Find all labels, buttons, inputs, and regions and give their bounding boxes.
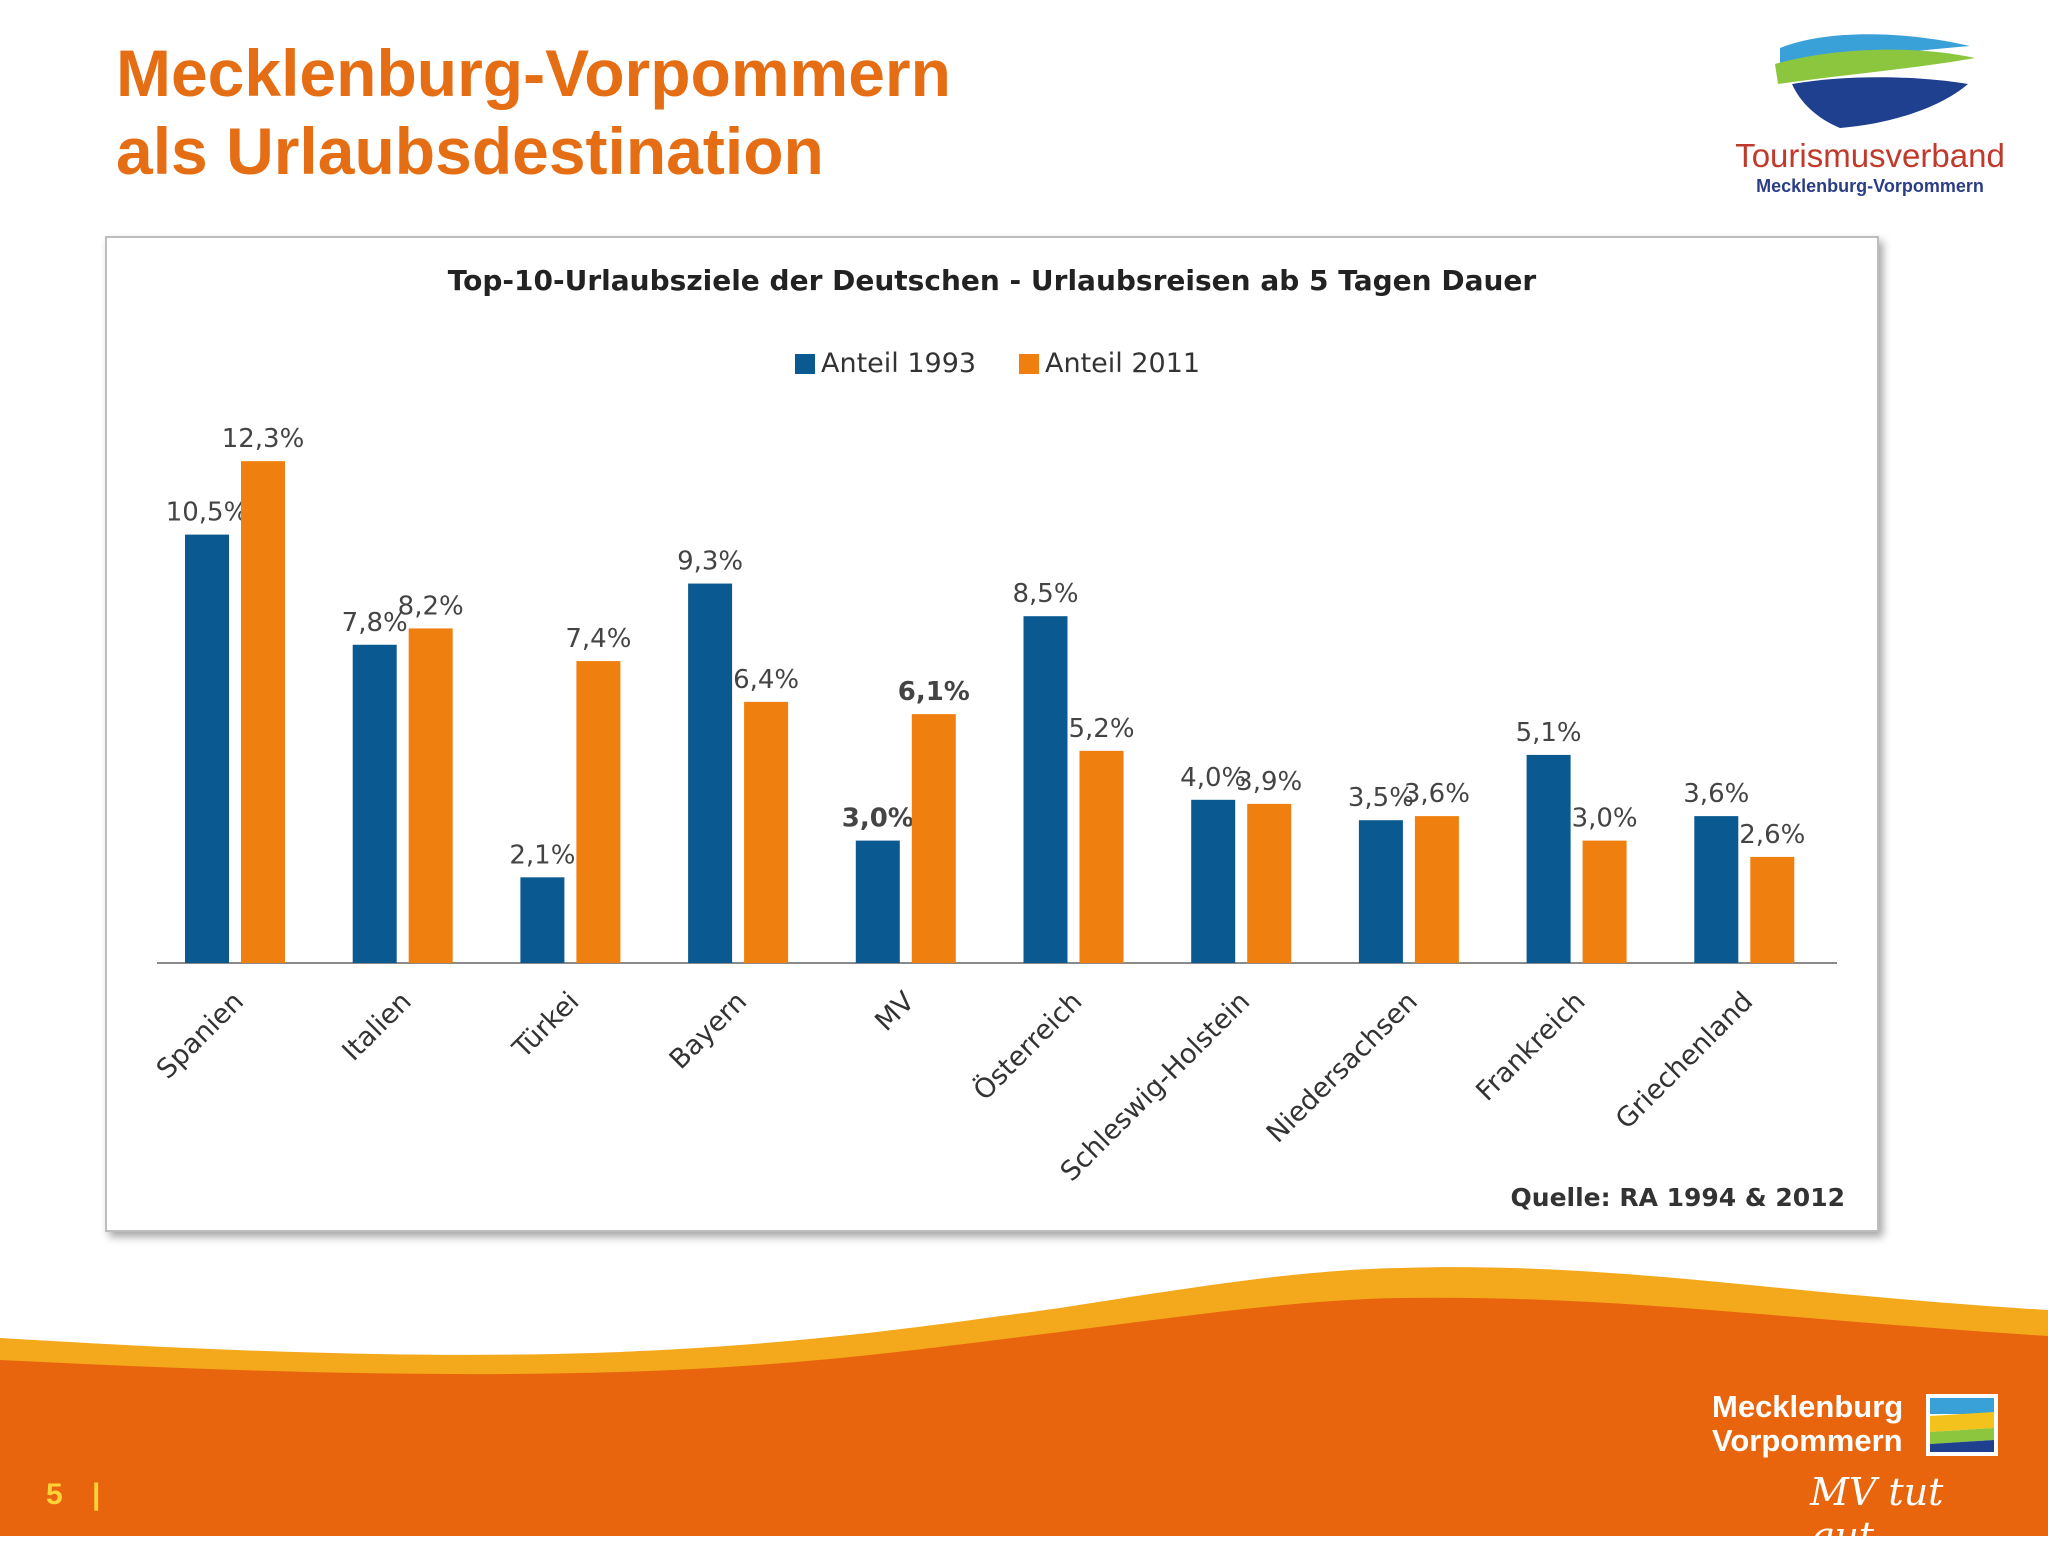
category-label-4: Bayern xyxy=(664,986,753,1075)
data-label-1-1: 10,5% xyxy=(166,498,249,528)
category-label-2: Italien xyxy=(336,986,417,1067)
data-label-1-7: 4,0% xyxy=(1180,763,1246,793)
page-separator: | xyxy=(92,1478,101,1511)
waves-logo-icon xyxy=(1775,34,1975,128)
mv-logo-word-1: Mecklenburg xyxy=(1712,1389,1904,1424)
data-label-1-5: 3,0% xyxy=(842,804,914,834)
data-label-2-9: 3,0% xyxy=(1572,804,1638,834)
bar-1-3 xyxy=(520,877,565,963)
bar-1-2 xyxy=(352,644,397,963)
category-label-8: Niedersachsen xyxy=(1261,986,1424,1149)
data-label-2-2: 8,2% xyxy=(398,591,464,621)
bar-2-1 xyxy=(241,461,285,963)
data-label-1-3: 2,1% xyxy=(509,840,575,870)
data-label-1-2: 7,8% xyxy=(342,608,408,638)
bar-1-9 xyxy=(1526,754,1571,963)
chart-frame: Top-10-Urlaubsziele der Deutschen - Urla… xyxy=(105,236,1879,1232)
page-number: 5 xyxy=(46,1478,63,1511)
category-label-1: Spanien xyxy=(151,986,250,1085)
category-label-3: Türkei xyxy=(506,986,585,1065)
mv-flag-icon xyxy=(1926,1394,1998,1456)
data-label-2-4: 6,4% xyxy=(733,665,799,695)
bar-1-7 xyxy=(1191,799,1236,963)
slide-title-line-2: als Urlaubsdestination xyxy=(116,114,824,188)
data-label-2-5: 6,1% xyxy=(898,677,970,707)
data-label-1-9: 5,1% xyxy=(1516,718,1582,748)
bar-2-7 xyxy=(1247,803,1292,963)
org-region: Mecklenburg-Vorpommern xyxy=(1756,176,1984,196)
category-label-7: Schleswig-Holstein xyxy=(1055,986,1256,1187)
data-label-2-7: 3,9% xyxy=(1236,767,1302,797)
legend-swatch-2 xyxy=(1019,354,1039,374)
bar-1-5 xyxy=(855,840,900,963)
category-label-6: Österreich xyxy=(967,985,1088,1106)
tourismusverband-logo: Tourismusverband Mecklenburg-Vorpommern xyxy=(1720,28,2020,196)
category-label-5: MV xyxy=(869,986,921,1038)
data-label-2-8: 3,6% xyxy=(1404,779,1470,809)
legend-label-2: Anteil 2011 xyxy=(1045,348,1200,379)
bottom-band xyxy=(0,1267,2048,1536)
bar-2-8 xyxy=(1414,816,1459,963)
bar-2-6 xyxy=(1079,750,1124,963)
category-label-10: Griechenland xyxy=(1610,986,1759,1135)
bar-2-10 xyxy=(1750,856,1795,963)
chart-source: Quelle: RA 1994 & 2012 xyxy=(1511,1183,1845,1212)
bar-2-3 xyxy=(576,661,621,963)
mv-logo-word-2: Vorpommern xyxy=(1712,1423,1903,1458)
data-label-2-1: 12,3% xyxy=(222,424,305,454)
bar-2-4 xyxy=(744,701,789,963)
data-label-2-10: 2,6% xyxy=(1739,820,1805,850)
bar-1-4 xyxy=(688,583,733,963)
legend-label-1: Anteil 1993 xyxy=(821,348,976,379)
data-label-2-3: 7,4% xyxy=(565,624,631,654)
bar-1-8 xyxy=(1358,820,1403,963)
slide-title: Mecklenburg-Vorpommern als Urlaubsdestin… xyxy=(116,34,951,190)
bar-1-10 xyxy=(1694,816,1739,963)
bar-1-1 xyxy=(185,534,229,963)
data-label-1-4: 9,3% xyxy=(677,547,743,577)
slide-title-line-1: Mecklenburg-Vorpommern xyxy=(116,36,951,110)
data-label-1-8: 3,5% xyxy=(1348,783,1414,813)
data-label-1-6: 8,5% xyxy=(1012,579,1078,609)
bar-2-9 xyxy=(1582,840,1627,963)
bar-1-6 xyxy=(1023,616,1068,963)
bar-2-5 xyxy=(911,714,956,963)
mv-slogan: MV tut gut. xyxy=(1810,1470,1944,1558)
mv-logo: Mecklenburg Vorpommern MV tut gut. xyxy=(1700,1388,2020,1558)
legend-swatch-1 xyxy=(795,354,815,374)
org-name: Tourismusverband xyxy=(1735,137,2005,174)
data-label-1-10: 3,6% xyxy=(1683,779,1749,809)
bar-2-2 xyxy=(408,628,453,963)
bar-chart: Top-10-Urlaubsziele der Deutschen - Urla… xyxy=(151,264,1845,1212)
data-label-2-6: 5,2% xyxy=(1068,714,1134,744)
category-label-9: Frankreich xyxy=(1470,986,1591,1107)
chart-title: Top-10-Urlaubsziele der Deutschen - Urla… xyxy=(448,264,1537,297)
